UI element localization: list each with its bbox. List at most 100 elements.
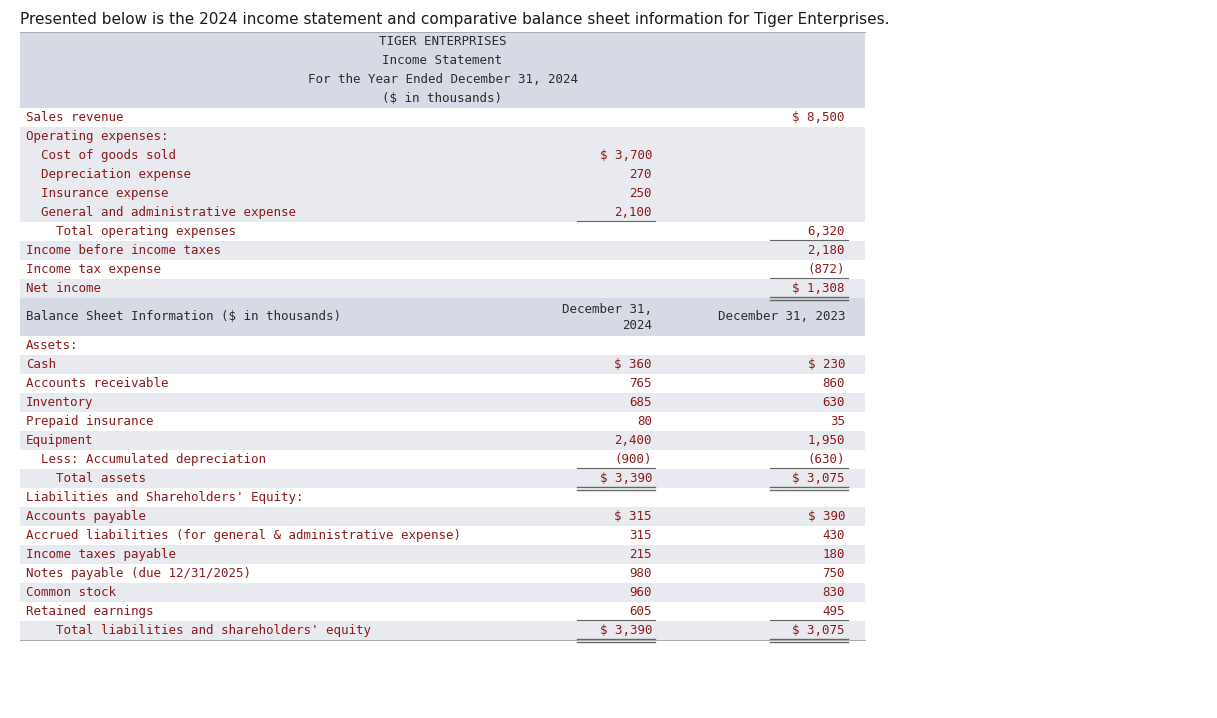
Bar (19, 108, 865, 127)
Text: 830: 830 (823, 586, 845, 599)
Text: Assets:: Assets: (26, 339, 79, 352)
Bar (19, 165, 865, 184)
Text: Income taxes payable: Income taxes payable (26, 548, 176, 561)
Text: For the Year Ended December 31, 2024: For the Year Ended December 31, 2024 (308, 73, 578, 86)
Text: Less: Accumulated depreciation: Less: Accumulated depreciation (26, 453, 267, 466)
Text: 860: 860 (823, 377, 845, 390)
Text: 215: 215 (629, 548, 652, 561)
Text: December 31,: December 31, (562, 303, 652, 316)
Text: $ 3,390: $ 3,390 (600, 624, 652, 637)
Text: (872): (872) (808, 263, 845, 276)
Text: Total assets: Total assets (26, 472, 146, 485)
Text: Operating expenses:: Operating expenses: (26, 130, 168, 143)
Bar (19, 32, 865, 108)
Bar (19, 488, 865, 507)
Bar (19, 203, 865, 222)
Text: $ 360: $ 360 (615, 358, 652, 371)
Text: General and administrative expense: General and administrative expense (26, 206, 296, 219)
Text: $ 3,700: $ 3,700 (600, 149, 652, 162)
Text: Accounts payable: Accounts payable (26, 510, 146, 523)
Text: $ 315: $ 315 (615, 510, 652, 523)
Text: Accounts receivable: Accounts receivable (26, 377, 168, 390)
Bar (19, 355, 865, 374)
Bar (19, 222, 865, 241)
Text: ($ in thousands): ($ in thousands) (382, 92, 503, 105)
Text: Prepaid insurance: Prepaid insurance (26, 415, 153, 428)
Text: Income before income taxes: Income before income taxes (26, 244, 221, 257)
Text: 765: 765 (629, 377, 652, 390)
Bar (19, 279, 865, 298)
Bar (19, 526, 865, 545)
Bar (19, 469, 865, 488)
Text: December 31, 2023: December 31, 2023 (718, 310, 845, 324)
Bar (19, 241, 865, 260)
Text: 685: 685 (629, 396, 652, 409)
Text: Retained earnings: Retained earnings (26, 605, 153, 618)
Text: $ 3,075: $ 3,075 (792, 624, 845, 637)
Text: 980: 980 (629, 567, 652, 580)
Text: Income Statement: Income Statement (382, 54, 503, 67)
Bar (19, 412, 865, 431)
Bar (19, 621, 865, 640)
Text: Income tax expense: Income tax expense (26, 263, 161, 276)
Text: 80: 80 (636, 415, 652, 428)
Text: 250: 250 (629, 187, 652, 200)
Bar (19, 564, 865, 583)
Bar (19, 184, 865, 203)
Text: 6,320: 6,320 (808, 225, 845, 238)
Text: Liabilities and Shareholders' Equity:: Liabilities and Shareholders' Equity: (26, 491, 303, 504)
Text: Net income: Net income (26, 282, 101, 295)
Bar (19, 336, 865, 355)
Bar (19, 298, 865, 336)
Text: Total operating expenses: Total operating expenses (26, 225, 236, 238)
Text: Inventory: Inventory (26, 396, 94, 409)
Text: $ 3,390: $ 3,390 (600, 472, 652, 485)
Bar (19, 450, 865, 469)
Text: Accrued liabilities (for general & administrative expense): Accrued liabilities (for general & admin… (26, 529, 461, 542)
Text: 630: 630 (823, 396, 845, 409)
Text: Cash: Cash (26, 358, 56, 371)
Bar (19, 374, 865, 393)
Bar (19, 545, 865, 564)
Text: (900): (900) (615, 453, 652, 466)
Text: 960: 960 (629, 586, 652, 599)
Bar (19, 602, 865, 621)
Text: 2,100: 2,100 (615, 206, 652, 219)
Text: Cost of goods sold: Cost of goods sold (26, 149, 176, 162)
Text: 605: 605 (629, 605, 652, 618)
Text: 1,950: 1,950 (808, 434, 845, 447)
Text: Total liabilities and shareholders' equity: Total liabilities and shareholders' equi… (26, 624, 371, 637)
Text: Notes payable (due 12/31/2025): Notes payable (due 12/31/2025) (26, 567, 251, 580)
Text: Sales revenue: Sales revenue (26, 111, 123, 124)
Bar (19, 260, 865, 279)
Text: 2024: 2024 (622, 319, 652, 332)
Text: Depreciation expense: Depreciation expense (26, 168, 191, 181)
Text: $ 1,308: $ 1,308 (792, 282, 845, 295)
Text: 180: 180 (823, 548, 845, 561)
Text: 270: 270 (629, 168, 652, 181)
Text: Equipment: Equipment (26, 434, 94, 447)
Text: $ 390: $ 390 (808, 510, 845, 523)
Text: 35: 35 (830, 415, 845, 428)
Text: TIGER ENTERPRISES: TIGER ENTERPRISES (378, 35, 506, 48)
Text: 315: 315 (629, 529, 652, 542)
Text: $ 3,075: $ 3,075 (792, 472, 845, 485)
Text: 2,180: 2,180 (808, 244, 845, 257)
Text: $ 230: $ 230 (808, 358, 845, 371)
Text: $ 8,500: $ 8,500 (792, 111, 845, 124)
Text: Insurance expense: Insurance expense (26, 187, 168, 200)
Text: 2,400: 2,400 (615, 434, 652, 447)
Text: Common stock: Common stock (26, 586, 116, 599)
Text: 750: 750 (823, 567, 845, 580)
Text: Balance Sheet Information ($ in thousands): Balance Sheet Information ($ in thousand… (26, 310, 341, 324)
Bar (19, 583, 865, 602)
Text: 430: 430 (823, 529, 845, 542)
Text: Presented below is the 2024 income statement and comparative balance sheet infor: Presented below is the 2024 income state… (19, 12, 890, 27)
Text: 495: 495 (823, 605, 845, 618)
Bar (19, 431, 865, 450)
Bar (19, 393, 865, 412)
Text: (630): (630) (808, 453, 845, 466)
Bar (19, 146, 865, 165)
Bar (19, 507, 865, 526)
Bar (19, 127, 865, 146)
